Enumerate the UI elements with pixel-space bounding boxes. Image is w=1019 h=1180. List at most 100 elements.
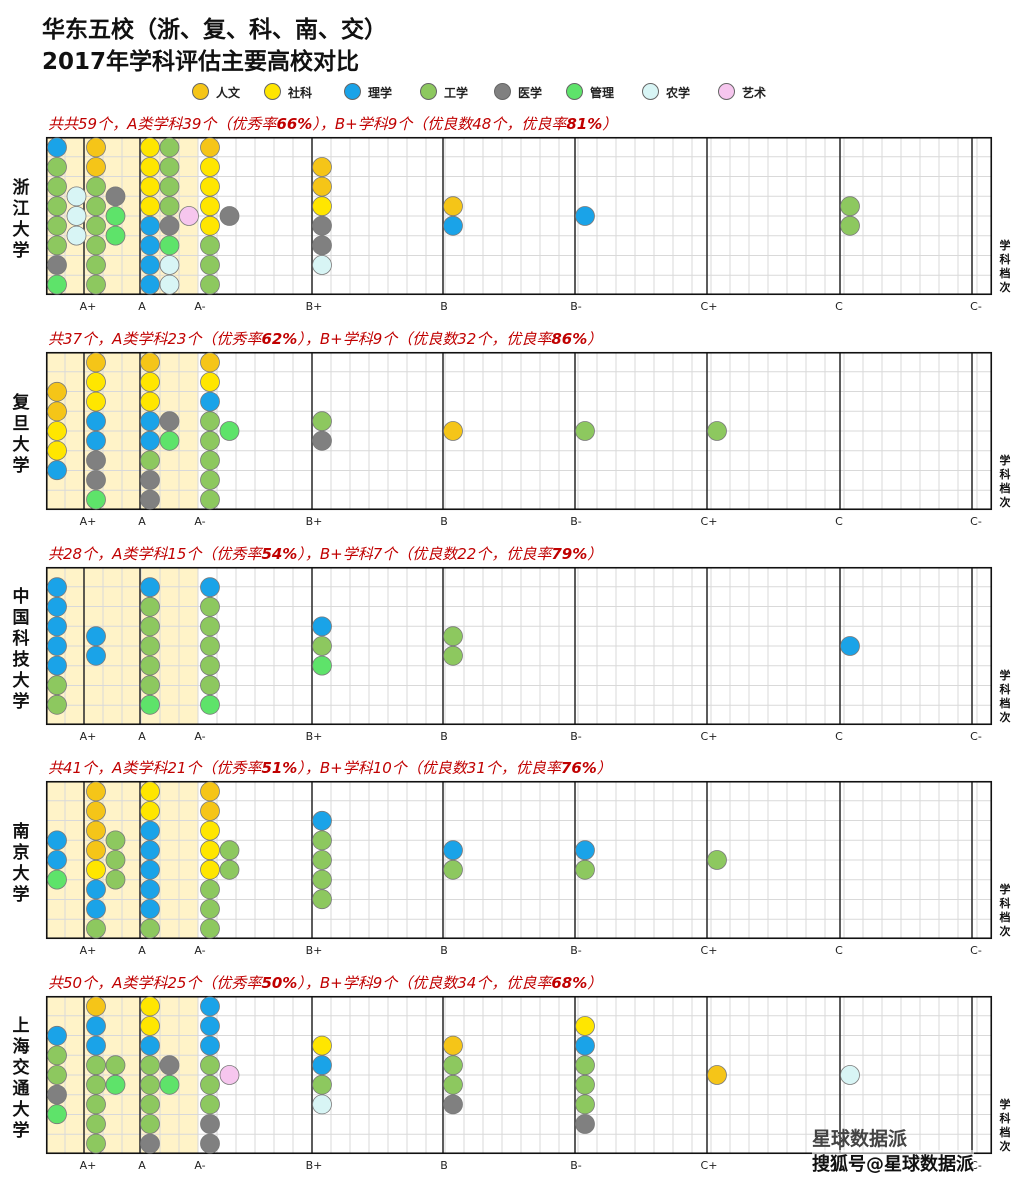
grade-tick-label: C+ (701, 1159, 718, 1172)
grade-tick-label: A- (194, 300, 205, 313)
school-name-char: 南 (12, 822, 30, 842)
discipline-dot (443, 421, 463, 441)
discipline-dot (105, 186, 126, 207)
discipline-dot (47, 176, 67, 197)
school-name-char: 上 (12, 1016, 30, 1036)
axis-note: 学科档次 (994, 239, 1016, 295)
discipline-dot (86, 235, 106, 256)
summary-segment: 共50个，A类学科25个（优秀率 (48, 974, 262, 992)
discipline-dot (200, 274, 220, 295)
discipline-dot (86, 918, 106, 939)
discipline-dot (159, 215, 180, 236)
grade-tick-label: A- (194, 944, 205, 957)
discipline-dot (200, 859, 220, 880)
discipline-dot (840, 196, 860, 217)
summary-segment: ） (596, 759, 612, 777)
summary-segment: 共41个，A类学科21个（优秀率 (48, 759, 262, 777)
school-name-char: 学 (12, 241, 30, 261)
discipline-dot (312, 196, 332, 217)
grade-tick-label: B+ (306, 944, 323, 957)
summary-segment: ） (587, 545, 603, 563)
school-name-char: 学 (12, 1121, 30, 1141)
discipline-dot (200, 694, 220, 715)
discipline-dot (140, 596, 160, 617)
grade-tick-label: B+ (306, 1159, 323, 1172)
discipline-dot (312, 1094, 332, 1115)
discipline-dot (140, 636, 160, 656)
discipline-dot (312, 176, 332, 197)
discipline-dot (47, 137, 67, 158)
discipline-dot (312, 655, 332, 676)
discipline-dot (86, 137, 106, 158)
legend-label: 医学 (518, 86, 543, 100)
panel-frame (45, 566, 993, 726)
school-name-char: 国 (12, 608, 30, 628)
discipline-dot (200, 372, 220, 392)
summary-rate: 62% (261, 330, 298, 348)
discipline-dot (200, 137, 220, 158)
discipline-dot (159, 411, 180, 432)
discipline-dot (840, 1065, 860, 1085)
axis-note-char: 次 (999, 1140, 1011, 1153)
discipline-dot (86, 840, 106, 861)
legend-swatch (192, 83, 209, 100)
discipline-dot (575, 206, 595, 226)
grade-tick-label: B+ (306, 300, 323, 313)
discipline-dot (575, 1016, 595, 1036)
school-name-char: 大 (12, 671, 30, 691)
legend-label: 社科 (288, 86, 313, 100)
legend-swatch (642, 83, 659, 100)
discipline-dot (86, 352, 106, 373)
discipline-dot (140, 352, 160, 373)
axis-note-char: 学 (999, 669, 1011, 682)
discipline-dot (219, 206, 240, 226)
panel-frame (45, 136, 993, 296)
discipline-dot (140, 372, 160, 392)
grade-tick-label: B- (570, 730, 582, 743)
discipline-dot (140, 137, 160, 158)
legend-swatch (718, 83, 735, 100)
grade-tick-label: A (138, 730, 146, 743)
axis-note-char: 次 (999, 496, 1011, 509)
axis-note-char: 科 (999, 683, 1011, 696)
summary-segment: ），B+学科9个（优良数48个，优良率 (312, 115, 567, 133)
axis-note-char: 科 (999, 1112, 1011, 1125)
panel-frame (45, 351, 993, 511)
summary-segment: ），B+学科10个（优良数31个，优良率 (297, 759, 561, 777)
discipline-dot (47, 421, 67, 441)
school-name-char: 大 (12, 435, 30, 455)
discipline-dot (140, 196, 160, 217)
summary-text: 共37个，A类学科23个（优秀率62%），B+学科9个（优良数32个，优良率86… (48, 328, 602, 349)
discipline-dot (47, 1045, 67, 1066)
discipline-dot (575, 1094, 595, 1115)
school-name: 复旦大学 (6, 393, 36, 477)
discipline-dot (140, 675, 160, 696)
discipline-dot (47, 460, 67, 481)
discipline-dot (140, 430, 160, 451)
axis-note-char: 档 (999, 482, 1011, 495)
panel-plot: A+ A A- B+ B B- C+ C C- (45, 351, 993, 528)
grade-tick-label: C (835, 515, 843, 528)
discipline-dot (443, 645, 463, 666)
discipline-dot (86, 820, 106, 841)
legend-label: 人文 (216, 86, 241, 100)
discipline-dot (140, 899, 160, 919)
discipline-dot (47, 381, 67, 402)
discipline-dot (443, 1094, 463, 1115)
discipline-dot (312, 636, 332, 656)
discipline-dot (47, 401, 67, 422)
school-name-char: 大 (12, 1100, 30, 1120)
discipline-dot (140, 411, 160, 432)
axis-note-char: 档 (999, 697, 1011, 710)
discipline-dot (200, 655, 220, 676)
discipline-dot (140, 577, 160, 598)
discipline-dot (443, 840, 463, 861)
summary-text: 共41个，A类学科21个（优秀率51%），B+学科10个（优良数31个，优良率7… (48, 757, 612, 778)
watermark: 星球数据派 (812, 1128, 908, 1150)
discipline-dot (86, 430, 106, 451)
discipline-dot (140, 450, 160, 471)
summary-rate: 50% (261, 974, 298, 992)
legend-label: 管理 (590, 86, 615, 100)
discipline-dot (86, 450, 106, 471)
discipline-dot (140, 801, 160, 821)
